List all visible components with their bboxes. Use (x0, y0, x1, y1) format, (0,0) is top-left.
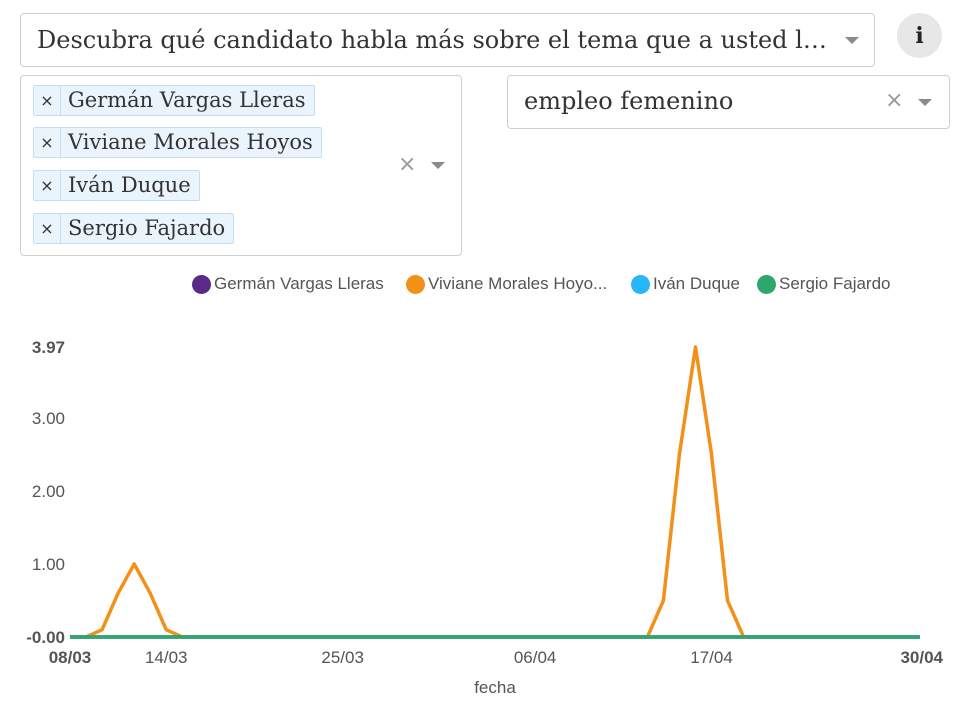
y-tick-label: 1.00 (32, 555, 65, 574)
x-tick-label: 25/03 (321, 648, 364, 667)
chevron-down-icon[interactable] (845, 37, 859, 44)
legend-item[interactable]: Germán Vargas Lleras (192, 274, 384, 294)
legend-label: Viviane Morales Hoyo... (428, 274, 608, 293)
y-tick-label: 2.00 (32, 482, 65, 501)
clear-icon[interactable]: × (398, 152, 417, 177)
remove-tag-icon[interactable]: × (34, 214, 61, 243)
x-tick-label: 17/04 (690, 648, 733, 667)
candidate-tag-label: Germán Vargas Lleras (68, 88, 306, 112)
candidate-tag-label: Viviane Morales Hoyos (68, 130, 313, 154)
info-button[interactable]: i (897, 13, 942, 58)
legend-dot (406, 274, 425, 294)
legend-dot (631, 274, 650, 294)
x-tick-label: 14/03 (145, 648, 188, 667)
clear-icon[interactable]: × (885, 88, 904, 113)
x-axis-title: fecha (474, 678, 516, 697)
remove-tag-icon[interactable]: × (34, 128, 61, 157)
legend-label: Iván Duque (653, 274, 740, 293)
remove-tag-icon[interactable]: × (34, 86, 61, 115)
candidate-tag[interactable]: × Sergio Fajardo (33, 213, 235, 244)
candidate-tag-label: Sergio Fajardo (68, 216, 226, 240)
legend-item[interactable]: Sergio Fajardo (757, 274, 891, 294)
chart-legend: Germán Vargas Lleras Viviane Morales Hoy… (0, 274, 980, 298)
x-tick-label: 08/03 (49, 648, 92, 667)
legend-item[interactable]: Iván Duque (631, 274, 740, 294)
legend-dot (192, 274, 211, 294)
x-tick-label: 30/04 (900, 648, 943, 667)
legend-label: Germán Vargas Lleras (214, 274, 384, 293)
x-tick-label: 06/04 (514, 648, 557, 667)
legend-dot (757, 274, 776, 294)
y-tick-label: 3.97 (32, 338, 65, 357)
legend-item[interactable]: Viviane Morales Hoyo... (406, 274, 607, 294)
candidate-tag[interactable]: × Germán Vargas Lleras (33, 85, 315, 116)
keyword-select[interactable]: empleo femenino × (507, 75, 950, 129)
candidate-tag[interactable]: × Viviane Morales Hoyos (33, 127, 322, 158)
y-tick-label: -0.00 (26, 628, 65, 647)
chevron-down-icon[interactable] (918, 99, 932, 106)
chevron-down-icon[interactable] (431, 162, 445, 169)
keyword-select-value: empleo femenino (524, 87, 734, 115)
candidates-select[interactable]: × Germán Vargas Lleras × Viviane Morales… (20, 75, 462, 256)
y-tick-label: 3.00 (32, 409, 65, 428)
topic-select[interactable]: Descubra qué candidato habla más sobre e… (20, 13, 875, 67)
candidate-tag[interactable]: × Iván Duque (33, 170, 200, 201)
legend-label: Sergio Fajardo (779, 274, 891, 293)
candidate-tag-label: Iván Duque (68, 173, 191, 197)
series-line (70, 345, 920, 639)
info-icon: i (915, 22, 924, 49)
remove-tag-icon[interactable]: × (34, 171, 61, 200)
